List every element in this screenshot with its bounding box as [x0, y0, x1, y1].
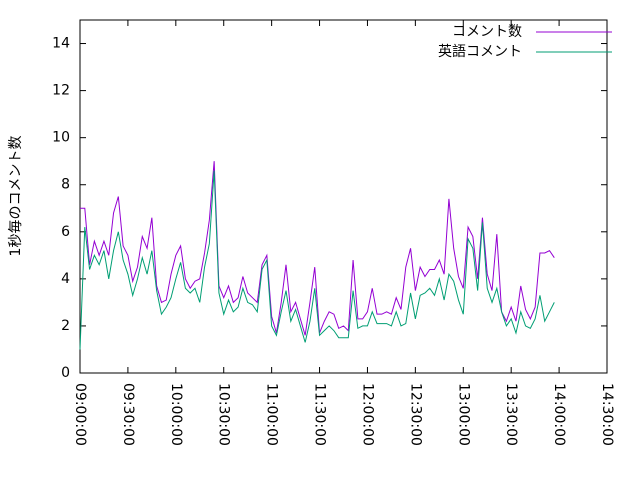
y-tick-label: 6	[61, 224, 70, 240]
y-tick-label: 4	[61, 271, 70, 287]
x-tick-label: 14:30:00	[599, 383, 615, 446]
x-tick-label: 12:30:00	[407, 383, 423, 446]
x-tick-label: 14:00:00	[551, 383, 567, 446]
series-line	[79, 170, 555, 350]
x-tick-label: 09:00:00	[72, 383, 88, 446]
legend-label: 英語コメント	[438, 43, 522, 60]
x-tick-label: 13:30:00	[503, 383, 519, 446]
x-tick-label: 12:00:00	[359, 383, 375, 446]
x-tick-label: 10:30:00	[216, 383, 232, 446]
y-tick-label: 12	[52, 83, 70, 99]
y-axis-label: 1秒毎のコメント数	[8, 136, 24, 257]
y-tick-label: 10	[52, 130, 70, 146]
x-tick-label: 09:30:00	[120, 383, 136, 446]
legend-label: コメント数	[452, 24, 522, 40]
x-tick-label: 13:00:00	[455, 383, 471, 446]
series-line	[80, 161, 555, 336]
plot-border	[79, 19, 608, 374]
x-tick-label: 10:00:00	[168, 383, 184, 446]
y-tick-label: 0	[61, 365, 70, 381]
x-tick-label: 11:00:00	[264, 383, 280, 446]
y-tick-label: 8	[61, 177, 70, 193]
y-tick-label: 2	[61, 318, 70, 334]
x-tick-label: 11:30:00	[312, 383, 328, 446]
y-tick-label: 14	[52, 36, 70, 52]
